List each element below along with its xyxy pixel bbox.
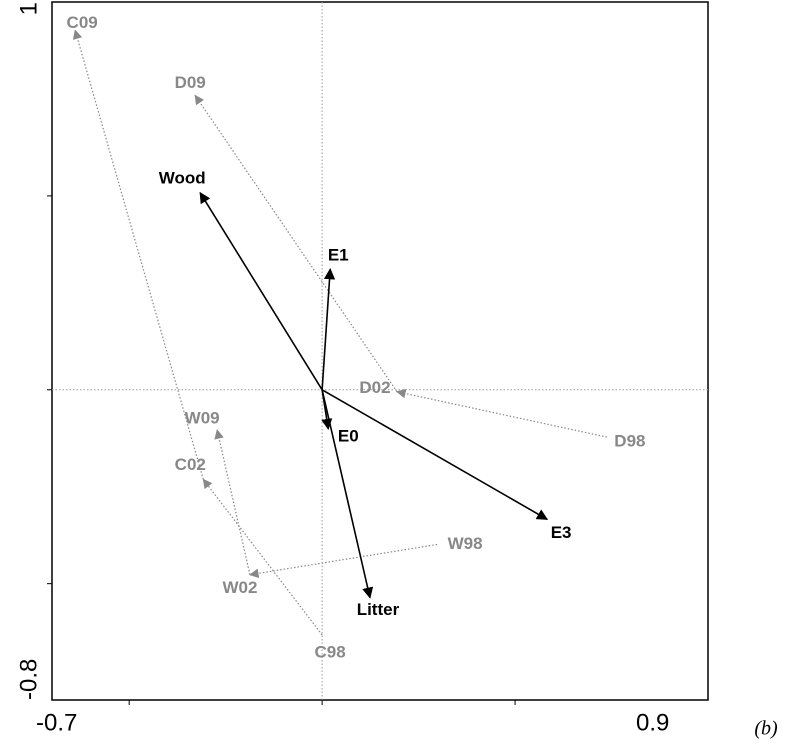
x-tick-label: 0.9	[636, 709, 669, 736]
sample-label: D98	[614, 432, 645, 451]
sample-label: D09	[175, 73, 206, 92]
sample-label: C09	[67, 13, 98, 32]
vector-arrow	[199, 191, 323, 391]
vector-label: Wood	[159, 168, 206, 187]
x-tick-label: -0.7	[36, 709, 77, 736]
trajectory-arrow	[194, 94, 398, 393]
trajectory-arrow	[72, 29, 204, 480]
vector-label: Litter	[357, 600, 400, 619]
sample-label: W02	[222, 578, 257, 597]
vector-arrow	[321, 268, 336, 390]
sample-label: W09	[185, 409, 220, 428]
trajectory-arrow	[249, 543, 438, 579]
y-tick-label: 1	[15, 2, 42, 15]
y-tick-label: -0.8	[15, 659, 42, 700]
vector-label: E3	[551, 523, 572, 542]
vector-label: E1	[328, 246, 349, 265]
vector-arrow	[321, 389, 549, 520]
trajectory-arrow	[396, 388, 608, 438]
sample-label: W98	[448, 534, 483, 553]
trajectory-arrow	[202, 478, 323, 636]
plot-frame	[51, 1, 709, 701]
sample-label: D02	[359, 378, 390, 397]
sample-label: C02	[175, 455, 206, 474]
vector-label: E0	[338, 426, 359, 445]
sample-label: C98	[315, 642, 346, 661]
vector-arrow	[321, 389, 374, 599]
trajectory-arrow	[214, 429, 251, 575]
panel-label: (b)	[754, 718, 778, 740]
